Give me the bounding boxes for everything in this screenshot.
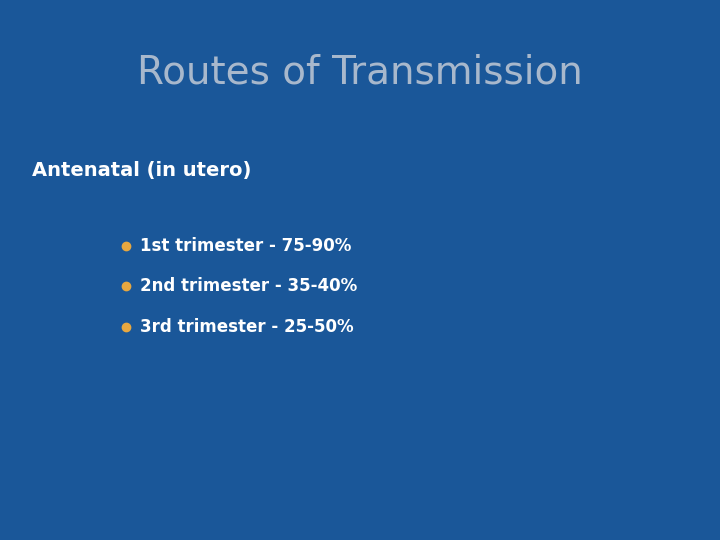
Text: Routes of Transmission: Routes of Transmission: [137, 54, 583, 92]
Text: 1st trimester - 75-90%: 1st trimester - 75-90%: [140, 237, 352, 255]
Text: 3rd trimester - 25-50%: 3rd trimester - 25-50%: [140, 318, 354, 336]
Text: 2nd trimester - 35-40%: 2nd trimester - 35-40%: [140, 277, 358, 295]
Text: Antenatal (in utero): Antenatal (in utero): [32, 160, 252, 180]
